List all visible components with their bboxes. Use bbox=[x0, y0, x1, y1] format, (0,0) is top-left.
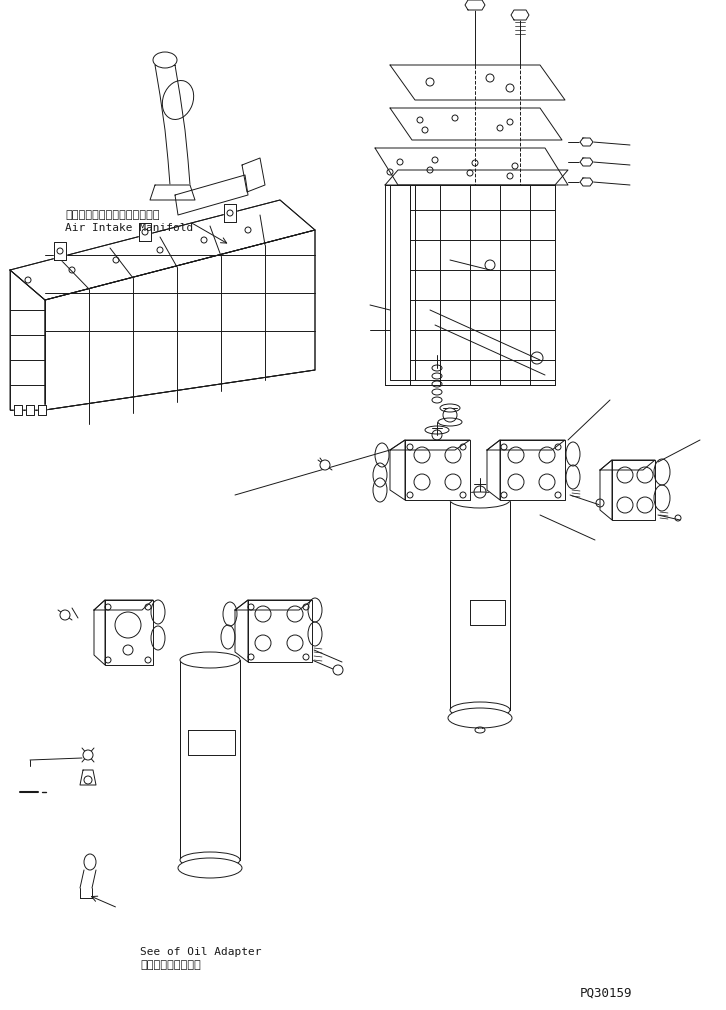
Polygon shape bbox=[14, 405, 22, 415]
Polygon shape bbox=[139, 223, 151, 241]
Polygon shape bbox=[500, 440, 565, 500]
Circle shape bbox=[333, 665, 343, 675]
Polygon shape bbox=[385, 170, 568, 185]
Ellipse shape bbox=[450, 702, 510, 718]
Polygon shape bbox=[375, 148, 568, 185]
Polygon shape bbox=[450, 500, 510, 710]
Polygon shape bbox=[180, 660, 240, 860]
Polygon shape bbox=[487, 440, 565, 450]
Polygon shape bbox=[175, 175, 248, 215]
Polygon shape bbox=[390, 185, 415, 380]
Polygon shape bbox=[235, 600, 312, 610]
Polygon shape bbox=[405, 440, 470, 500]
Polygon shape bbox=[580, 178, 593, 186]
Polygon shape bbox=[224, 204, 236, 222]
Text: PQ30159: PQ30159 bbox=[580, 987, 632, 1000]
Text: オイルアダプタ参照: オイルアダプタ参照 bbox=[140, 960, 201, 970]
Polygon shape bbox=[235, 600, 248, 662]
Polygon shape bbox=[10, 200, 315, 300]
Polygon shape bbox=[600, 460, 655, 470]
Text: Air Intake Manifold: Air Intake Manifold bbox=[65, 223, 193, 233]
Polygon shape bbox=[45, 230, 315, 410]
Polygon shape bbox=[188, 730, 235, 755]
Ellipse shape bbox=[178, 858, 242, 878]
Polygon shape bbox=[415, 185, 555, 380]
Circle shape bbox=[83, 750, 93, 760]
Polygon shape bbox=[80, 770, 96, 785]
Polygon shape bbox=[465, 0, 485, 10]
Polygon shape bbox=[470, 600, 505, 625]
Ellipse shape bbox=[448, 708, 512, 728]
Polygon shape bbox=[150, 185, 195, 200]
Text: See of Oil Adapter: See of Oil Adapter bbox=[140, 947, 261, 957]
Polygon shape bbox=[94, 600, 105, 665]
Polygon shape bbox=[26, 405, 34, 415]
Polygon shape bbox=[580, 138, 593, 146]
Ellipse shape bbox=[180, 652, 240, 668]
Polygon shape bbox=[94, 600, 153, 610]
Ellipse shape bbox=[84, 854, 96, 870]
Polygon shape bbox=[612, 460, 655, 520]
Polygon shape bbox=[390, 440, 470, 450]
Polygon shape bbox=[10, 270, 45, 410]
Polygon shape bbox=[105, 600, 153, 665]
Ellipse shape bbox=[153, 52, 177, 68]
Polygon shape bbox=[511, 10, 529, 20]
Polygon shape bbox=[248, 600, 312, 662]
Circle shape bbox=[443, 408, 457, 422]
Circle shape bbox=[320, 460, 330, 470]
Circle shape bbox=[60, 610, 70, 620]
Polygon shape bbox=[487, 440, 500, 500]
Polygon shape bbox=[390, 108, 562, 140]
Polygon shape bbox=[600, 460, 612, 520]
Polygon shape bbox=[385, 185, 410, 385]
Polygon shape bbox=[410, 185, 555, 385]
Polygon shape bbox=[580, 158, 593, 166]
Polygon shape bbox=[54, 242, 66, 260]
Text: エアーインテークマニホールド: エアーインテークマニホールド bbox=[65, 210, 160, 220]
Ellipse shape bbox=[450, 492, 510, 508]
Polygon shape bbox=[242, 158, 265, 192]
Polygon shape bbox=[390, 65, 565, 100]
Polygon shape bbox=[38, 405, 46, 415]
Ellipse shape bbox=[180, 852, 240, 868]
Polygon shape bbox=[390, 440, 405, 500]
